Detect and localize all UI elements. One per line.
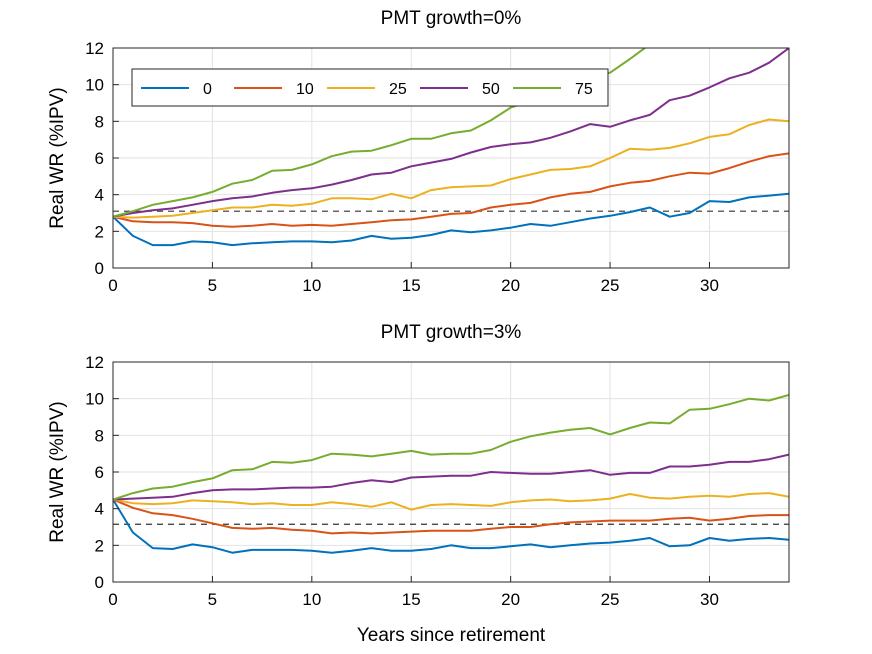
x-tick-label: 0 <box>108 276 117 295</box>
x-tick-label: 20 <box>501 276 520 295</box>
x-tick-label: 15 <box>402 590 421 609</box>
series-group <box>113 48 789 247</box>
chart-panel-pmt-growth-0: 0 5 10 15 20 25 30 0 2 4 6 8 10 12 PMT growth=0% Real… <box>47 8 790 295</box>
series-group <box>113 394 789 554</box>
series-line-10 <box>113 152 789 228</box>
x-tick-label: 10 <box>302 590 321 609</box>
chart-panel-pmt-growth-3: 0 5 10 15 20 25 30 0 2 4 6 8 10 12 PMT growth=3% Real… <box>47 322 790 646</box>
series-line-50 <box>113 48 789 218</box>
chart-title: PMT growth=3% <box>381 322 522 343</box>
series-line-75 <box>113 394 789 501</box>
y-tick-label: 2 <box>95 536 104 555</box>
x-axis-label: Years since retirement <box>357 625 546 646</box>
x-tick-label: 30 <box>700 590 719 609</box>
y-tick-label: 4 <box>95 186 104 205</box>
legend: 0 10 25 50 75 <box>131 68 609 107</box>
legend-label-50: 50 <box>482 81 500 98</box>
y-tick-label: 0 <box>95 259 104 278</box>
series-line-50 <box>113 453 789 501</box>
y-tick-label: 0 <box>95 573 104 592</box>
y-axis-label: Real WR (%IPV) <box>47 87 68 228</box>
y-tick-label: 8 <box>95 426 104 445</box>
y-tick-label: 10 <box>85 390 104 409</box>
y-tick-label: 12 <box>85 353 104 372</box>
y-tick-label: 8 <box>95 112 104 131</box>
tick-labels: 0 5 10 15 20 25 30 0 2 4 6 8 10 12 <box>85 39 719 295</box>
y-tick-label: 6 <box>95 149 104 168</box>
legend-label-0: 0 <box>203 81 212 98</box>
series-line-25 <box>113 118 789 219</box>
y-tick-label: 2 <box>95 222 104 241</box>
legend-label-10: 10 <box>296 81 314 98</box>
x-tick-label: 25 <box>601 590 620 609</box>
series-line-25 <box>113 492 789 511</box>
x-tick-label: 25 <box>601 276 620 295</box>
legend-label-25: 25 <box>389 81 407 98</box>
series-line-0 <box>113 498 789 554</box>
x-tick-label: 20 <box>501 590 520 609</box>
x-tick-label: 5 <box>208 590 217 609</box>
y-tick-label: 10 <box>85 76 104 95</box>
legend-label-75: 75 <box>575 81 593 98</box>
series-line-10 <box>113 498 789 535</box>
chart-title: PMT growth=0% <box>381 8 522 29</box>
y-tick-label: 12 <box>85 39 104 58</box>
y-tick-label: 6 <box>95 463 104 482</box>
x-tick-label: 10 <box>302 276 321 295</box>
y-axis-label: Real WR (%IPV) <box>47 401 68 542</box>
x-tick-label: 30 <box>700 276 719 295</box>
x-tick-label: 0 <box>108 590 117 609</box>
y-tick-label: 4 <box>95 500 104 519</box>
series-line-0 <box>113 192 789 247</box>
x-tick-label: 5 <box>208 276 217 295</box>
tick-labels: 0 5 10 15 20 25 30 0 2 4 6 8 10 12 <box>85 353 719 609</box>
x-tick-label: 15 <box>402 276 421 295</box>
